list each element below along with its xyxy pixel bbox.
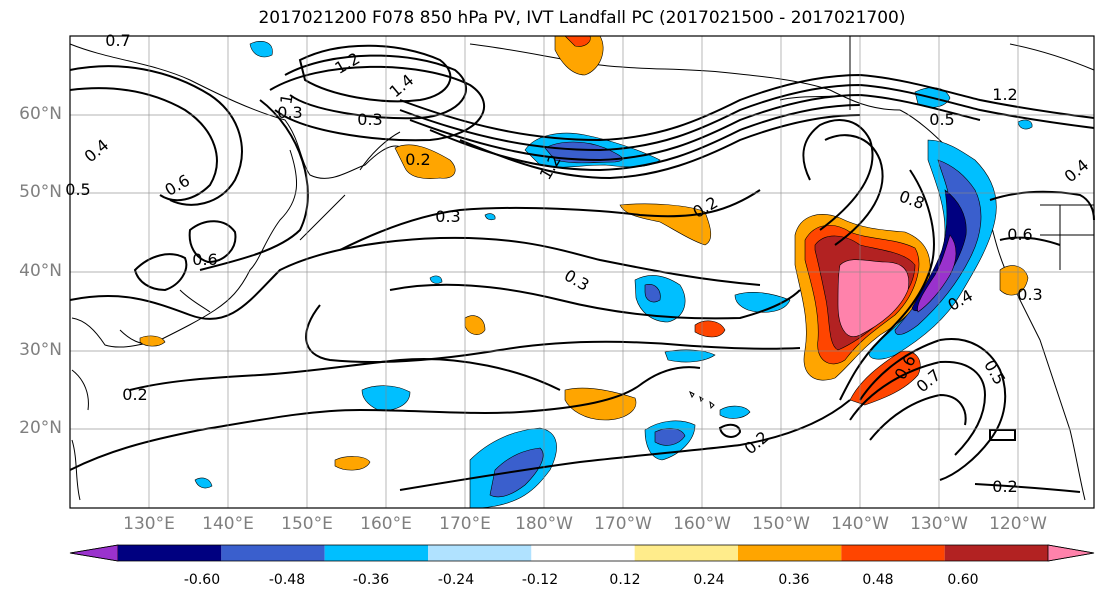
- graticule: [70, 36, 1094, 508]
- colorbar-segment: [738, 545, 842, 561]
- contour-label: 0.6: [1007, 225, 1032, 244]
- contour-label: 0.3: [357, 110, 382, 129]
- contour-label: 0.5: [65, 180, 90, 199]
- colorbar-outline: [69, 544, 1095, 562]
- lat-label-20n: 20°N: [19, 418, 62, 438]
- lat-label-30n: 30°N: [19, 340, 62, 360]
- map-panel: 0.71.21.40.3 0.30.20.40.60.60.50.30.30.20…: [65, 31, 1095, 509]
- colorbar-tick-label: 0.60: [947, 572, 979, 588]
- colorbar-tick-label: -0.48: [268, 572, 306, 588]
- contour-label: 0.3: [277, 103, 302, 122]
- lon-label-150e: 150°E: [281, 514, 333, 534]
- colorbar-tick-label: -0.12: [521, 572, 559, 588]
- contour-label: 0.3: [1017, 285, 1042, 304]
- colorbar-segment: [428, 545, 532, 561]
- shaded-anomalies: [139, 35, 1033, 509]
- colorbar-tick-label: -0.60: [183, 572, 221, 588]
- contour-label: 0.3: [435, 207, 460, 226]
- lon-label-170w: 170°W: [594, 514, 652, 534]
- lon-label-130w: 130°W: [910, 514, 968, 534]
- colorbar-segment: [531, 545, 635, 561]
- lon-label-120w: 120°W: [989, 514, 1047, 534]
- contour-label: 0.2: [992, 477, 1017, 496]
- colorbar-segment: [634, 545, 738, 561]
- chart-title: 2017021200 F078 850 hPa PV, IVT Landfall…: [258, 8, 906, 28]
- lon-label-140w: 140°W: [831, 514, 889, 534]
- lon-label-130e: 130°E: [123, 514, 175, 534]
- contour-label: 0.2: [405, 150, 430, 169]
- contour-label: 1: [276, 92, 296, 105]
- contour-label: 0.7: [105, 31, 130, 50]
- colorbar: [69, 544, 1095, 562]
- colorbar-extend-high: [1047, 544, 1095, 562]
- colorbar-segment: [118, 545, 222, 561]
- lat-label-50n: 50°N: [19, 182, 62, 202]
- lon-label-180w: 180°W: [515, 514, 573, 534]
- colorbar-segment: [944, 545, 1048, 561]
- colorbar-tick-label: -0.24: [437, 572, 475, 588]
- contour-label: 0.5: [929, 110, 954, 129]
- contour-label: 1.2: [992, 85, 1017, 104]
- colorbar-tick-label: 0.24: [693, 572, 725, 588]
- contour-lines: [69, 44, 1095, 493]
- colorbar-tick-label: -0.36: [352, 572, 390, 588]
- colorbar-extend-low: [69, 544, 119, 562]
- lon-label-140e: 140°E: [202, 514, 254, 534]
- lat-label-40n: 40°N: [19, 261, 62, 281]
- contour-label: 0.2: [122, 385, 147, 404]
- lat-label-60n: 60°N: [19, 104, 62, 124]
- colorbar-segment: [841, 545, 945, 561]
- lon-label-170e: 170°E: [439, 514, 491, 534]
- colorbar-segment: [324, 545, 428, 561]
- lon-label-160e: 160°E: [360, 514, 412, 534]
- colorbar-tick-label: 0.36: [778, 572, 810, 588]
- contour-label: 0.6: [192, 250, 217, 269]
- lon-label-150w: 150°W: [752, 514, 810, 534]
- colorbar-segment: [221, 545, 325, 561]
- colorbar-tick-label: 0.12: [609, 572, 641, 588]
- colorbar-tick-label: 0.48: [862, 572, 894, 588]
- lon-label-160w: 160°W: [673, 514, 731, 534]
